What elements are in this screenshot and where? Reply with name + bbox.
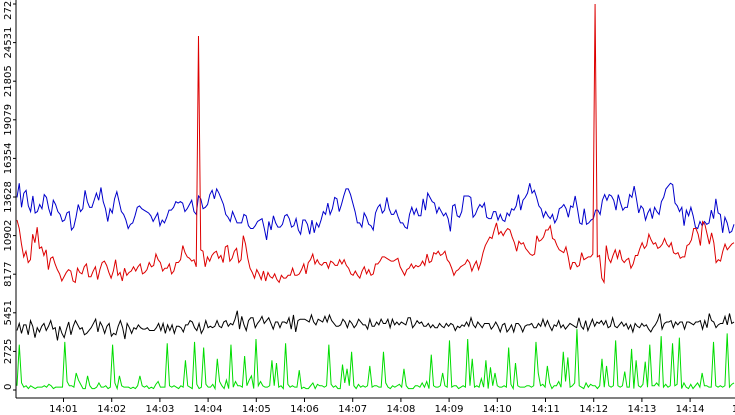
x-tick-label: 14:10 <box>483 404 512 415</box>
y-tick-label: 5451 <box>3 300 14 325</box>
x-tick-label: 14:03 <box>145 404 174 415</box>
y-tick-label: 13628 <box>3 181 14 213</box>
series-layer <box>16 3 735 391</box>
x-tick-label: 14:14 <box>676 404 705 415</box>
y-tick-label: 16354 <box>3 142 14 174</box>
x-tick-label: 14:09 <box>435 404 464 415</box>
x-tick-label: 14 <box>732 404 735 415</box>
x-tick-label: 14:04 <box>194 404 223 415</box>
y-tick-label: 21805 <box>3 65 14 97</box>
y-axis-ticks: 0 2725 5451 8177 10902 13628 16354 19079 21805 24… <box>3 0 16 391</box>
y-tick-label: 24531 <box>3 27 14 59</box>
series-line-4 <box>16 329 735 391</box>
x-tick-label: 14:05 <box>242 404 271 415</box>
x-axis-ticks: 14:01 14:02 14:03 14:04 14:05 14:06 14:07 14:08… <box>49 398 735 415</box>
y-tick-label: 2725 <box>3 339 14 364</box>
y-tick-label: 27257 <box>3 0 14 20</box>
y-tick-label: 19079 <box>3 104 14 136</box>
x-tick-label: 14:08 <box>386 404 415 415</box>
y-tick-label: 10902 <box>3 220 14 252</box>
series-line-1 <box>16 182 735 240</box>
x-tick-label: 14:07 <box>338 404 367 415</box>
series-line-2 <box>16 3 735 285</box>
x-tick-label: 14:12 <box>579 404 608 415</box>
x-tick-label: 14:11 <box>531 404 560 415</box>
x-tick-label: 14:01 <box>49 404 78 415</box>
series-line-3 <box>16 310 735 341</box>
x-tick-label: 14:02 <box>97 404 126 415</box>
x-tick-label: 14:06 <box>290 404 319 415</box>
y-tick-label: 0 <box>3 384 14 390</box>
y-tick-label: 8177 <box>3 261 14 286</box>
x-tick-label: 14:13 <box>627 404 656 415</box>
